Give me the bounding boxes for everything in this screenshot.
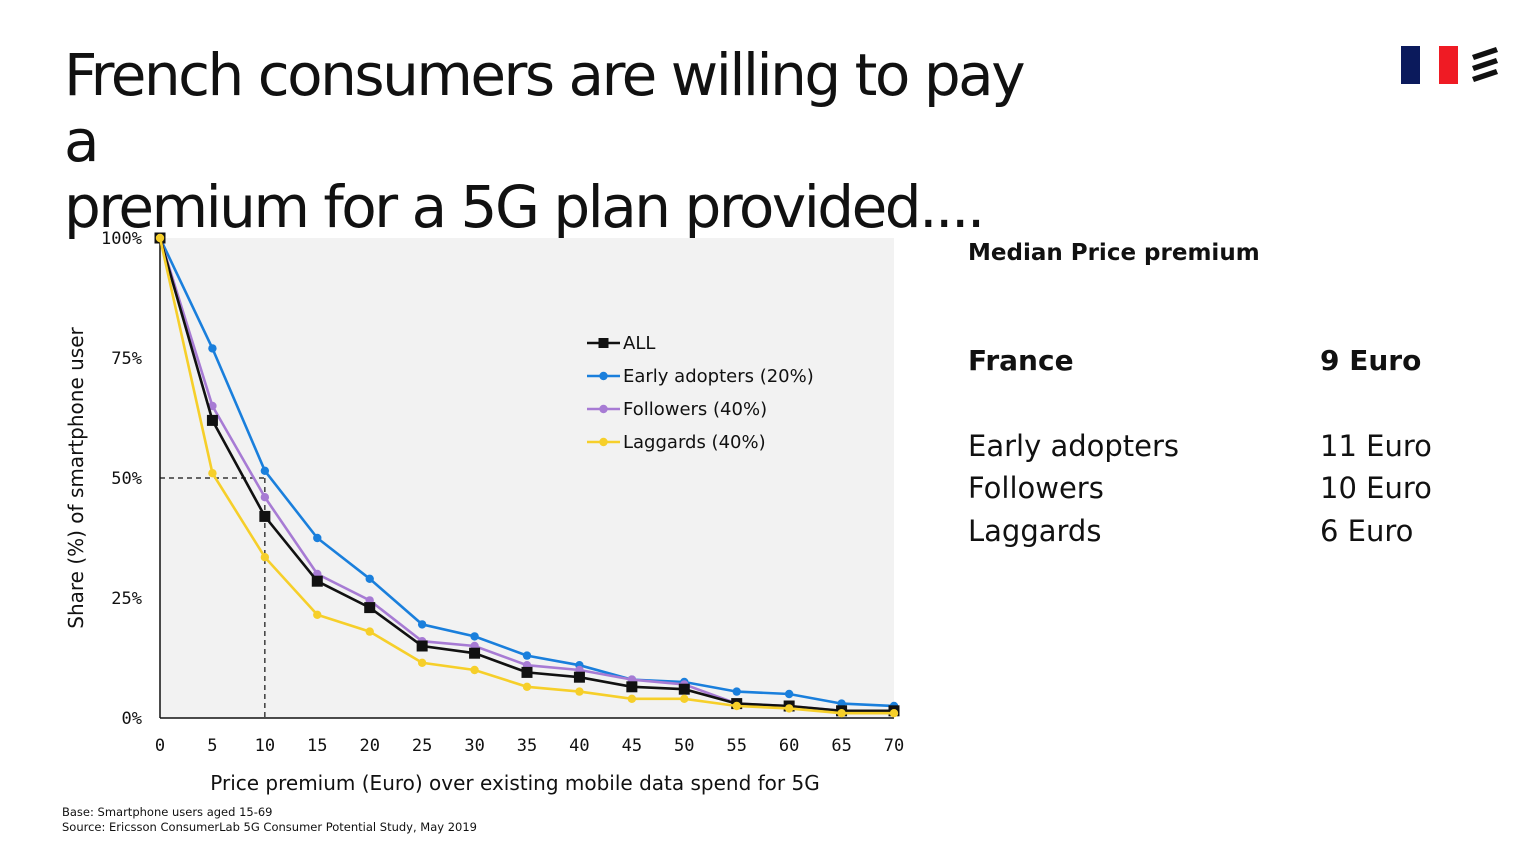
x-tick-label: 45 bbox=[622, 736, 642, 756]
data-point bbox=[208, 401, 217, 411]
flag-stripe-white bbox=[1420, 46, 1439, 84]
data-point bbox=[732, 687, 741, 696]
y-tick-label: 75% bbox=[111, 349, 142, 369]
segment-value: 10 Euro bbox=[1320, 471, 1432, 505]
side-panel-title: Median Price premium bbox=[968, 240, 1260, 266]
ericsson-logo-icon bbox=[1472, 47, 1498, 82]
data-point bbox=[469, 647, 481, 659]
footnote-base: Base: Smartphone users aged 15-69 bbox=[62, 805, 273, 819]
segment-label: Early adopters bbox=[968, 429, 1180, 463]
data-point bbox=[522, 682, 532, 691]
line-chart: 0% 25% 50% 75% 100% 0 5 10 15 20 25 30 35 40 45 50 55 60 6… bbox=[64, 229, 904, 795]
y-tick-label: 0% bbox=[122, 709, 142, 729]
flag-stripe-blue bbox=[1401, 46, 1420, 84]
plot-area bbox=[160, 238, 894, 718]
x-tick-label: 5 bbox=[207, 736, 217, 756]
segment-label: Followers bbox=[968, 471, 1104, 505]
x-tick-label: 60 bbox=[779, 736, 799, 756]
x-tick-label: 20 bbox=[359, 736, 379, 756]
segment-value: 11 Euro bbox=[1320, 429, 1432, 463]
data-point bbox=[470, 665, 479, 675]
legend-item: Followers (40%) bbox=[587, 399, 767, 420]
data-point bbox=[470, 632, 479, 641]
legend-label: ALL bbox=[623, 333, 655, 354]
y-tick-label: 50% bbox=[111, 469, 142, 489]
data-point bbox=[208, 469, 217, 478]
x-tick-label: 40 bbox=[569, 736, 589, 756]
x-tick-label: 25 bbox=[412, 736, 432, 756]
legend: ALL Early adopters (20%) Followers (40%) La… bbox=[587, 333, 814, 453]
segment-value: 6 Euro bbox=[1320, 514, 1414, 548]
data-point bbox=[784, 704, 794, 713]
data-point bbox=[837, 709, 846, 718]
legend-item: ALL bbox=[587, 333, 655, 354]
legend-label: Laggards (40%) bbox=[623, 432, 766, 453]
legend-marker bbox=[598, 338, 609, 348]
data-point bbox=[260, 553, 270, 562]
x-tick-label: 70 bbox=[884, 736, 904, 756]
segment-label: Laggards bbox=[968, 514, 1102, 548]
data-point bbox=[680, 694, 689, 703]
data-point bbox=[206, 414, 218, 426]
legend-label: Early adopters (20%) bbox=[623, 366, 814, 387]
data-point bbox=[889, 709, 899, 718]
footnote-source: Source: Ericsson ConsumerLab 5G Consumer… bbox=[62, 820, 477, 834]
x-tick-label: 35 bbox=[517, 736, 537, 756]
series-3 bbox=[155, 233, 899, 718]
data-point bbox=[573, 671, 585, 683]
data-point bbox=[208, 344, 217, 353]
x-tick-label: 0 bbox=[155, 736, 165, 756]
legend-marker bbox=[599, 437, 608, 447]
data-point bbox=[313, 610, 322, 619]
title-line-2: premium for a 5G plan provided.... bbox=[64, 173, 985, 241]
tick-labels: 0% 25% 50% 75% 100% 0 5 10 15 20 25 30 35 40 45 50 55 60 6… bbox=[101, 229, 904, 756]
x-tick-label: 65 bbox=[831, 736, 851, 756]
data-point bbox=[678, 683, 690, 695]
data-point bbox=[364, 602, 376, 614]
headline-value: 9 Euro bbox=[1320, 344, 1422, 377]
data-point bbox=[784, 689, 794, 699]
x-tick-label: 15 bbox=[307, 736, 327, 756]
data-point bbox=[627, 694, 637, 703]
data-point bbox=[260, 466, 270, 475]
x-axis-label: Price premium (Euro) over existing mobil… bbox=[210, 771, 819, 795]
x-tick-label: 10 bbox=[255, 736, 275, 756]
data-point bbox=[732, 701, 741, 711]
series-group bbox=[154, 232, 900, 718]
headline-label: France bbox=[968, 344, 1074, 377]
flag-stripe-red bbox=[1439, 46, 1458, 84]
legend-item: Laggards (40%) bbox=[587, 432, 766, 453]
data-point bbox=[365, 627, 374, 636]
france-flag-icon bbox=[1401, 46, 1458, 84]
y-tick-label: 25% bbox=[111, 589, 142, 609]
x-tick-label: 50 bbox=[674, 736, 694, 756]
y-axis-label: Share (%) of smartphone user bbox=[64, 326, 88, 628]
legend-item: Early adopters (20%) bbox=[587, 366, 814, 387]
title-line-1: French consumers are willing to pay a bbox=[64, 41, 1026, 175]
page-title: French consumers are willing to pay a pr… bbox=[64, 42, 1064, 240]
data-point bbox=[311, 575, 323, 587]
data-point bbox=[417, 658, 427, 667]
data-point bbox=[626, 681, 638, 693]
data-point bbox=[522, 651, 532, 660]
y-tick-label: 100% bbox=[101, 229, 142, 249]
legend-marker bbox=[599, 404, 608, 414]
data-point bbox=[521, 666, 533, 678]
legend-marker bbox=[599, 371, 608, 381]
data-point bbox=[416, 640, 428, 652]
data-point bbox=[575, 687, 584, 696]
data-point bbox=[260, 493, 270, 502]
axes bbox=[159, 238, 894, 719]
data-point bbox=[313, 533, 322, 543]
data-point bbox=[155, 233, 165, 243]
data-point bbox=[365, 574, 374, 583]
x-tick-label: 30 bbox=[464, 736, 484, 756]
data-point bbox=[259, 510, 271, 522]
legend-label: Followers (40%) bbox=[623, 399, 767, 420]
x-tick-label: 55 bbox=[726, 736, 746, 756]
data-point bbox=[417, 620, 427, 629]
